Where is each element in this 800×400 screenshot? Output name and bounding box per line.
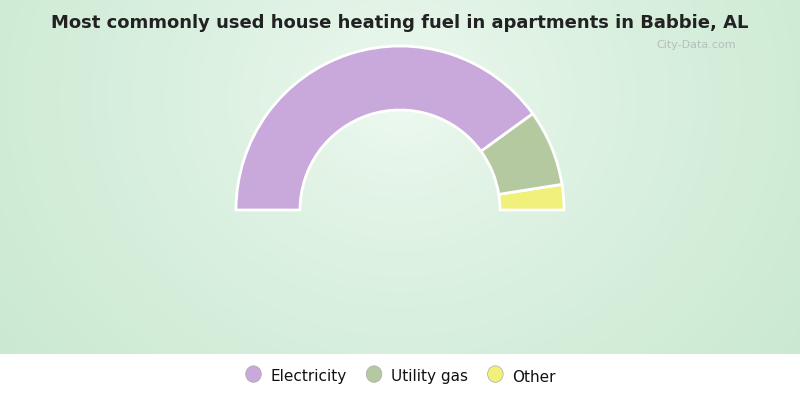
Wedge shape	[236, 46, 533, 210]
Text: Most commonly used house heating fuel in apartments in Babbie, AL: Most commonly used house heating fuel in…	[51, 14, 749, 32]
Text: City-Data.com: City-Data.com	[656, 40, 736, 50]
Wedge shape	[498, 184, 564, 210]
Wedge shape	[481, 114, 562, 194]
Legend: Electricity, Utility gas, Other: Electricity, Utility gas, Other	[238, 363, 562, 391]
